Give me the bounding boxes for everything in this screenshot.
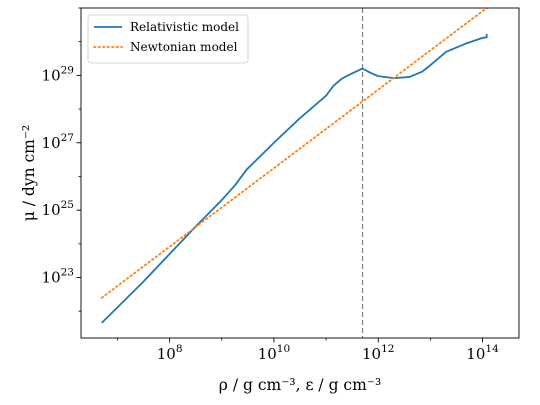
legend-box <box>87 14 249 64</box>
plot-frame <box>80 7 520 339</box>
legend-label-1: Relativistic model <box>130 20 239 34</box>
x-axis-label: ρ / g cm⁻³, ε / g cm⁻³ <box>219 376 381 394</box>
series-line-1 <box>101 33 488 324</box>
y-tick-label: 1029 <box>42 64 74 84</box>
x-tick-label: 1014 <box>466 343 499 363</box>
y-axis: 1023 1025 1027 1029 <box>42 7 81 312</box>
y-tick-label: 1027 <box>42 132 74 152</box>
legend-label-2: Newtonian model <box>130 40 238 54</box>
legend: Relativistic model Newtonian model <box>87 14 249 64</box>
x-axis: 108 1010 1012 1014 <box>117 338 499 363</box>
series-line-2 <box>100 8 488 299</box>
y-tick-label: 1023 <box>42 267 74 287</box>
y-axis-label: μ / dyn cm⁻² <box>20 125 38 222</box>
y-tick-label: 1025 <box>42 199 74 219</box>
x-tick-label: 108 <box>157 343 183 363</box>
x-tick-label: 1012 <box>362 343 394 363</box>
plot-content <box>100 8 488 338</box>
x-tick-label: 1010 <box>258 343 290 363</box>
